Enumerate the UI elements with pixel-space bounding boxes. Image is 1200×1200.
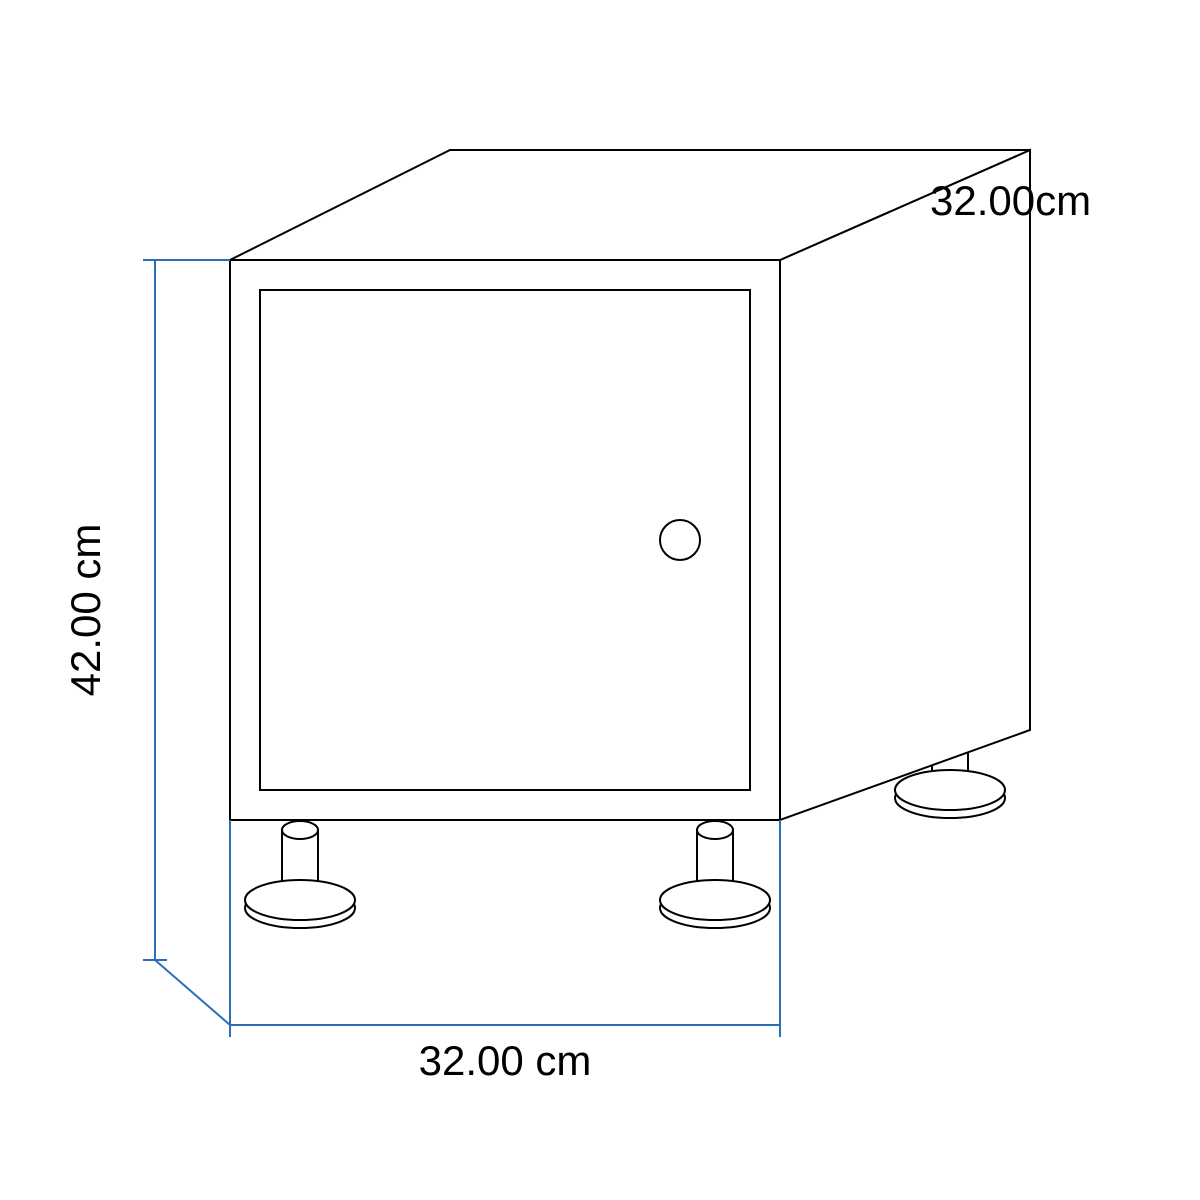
door-knob <box>660 520 700 560</box>
cabinet-foot <box>245 821 355 928</box>
depth-label: 32.00cm <box>930 177 1091 224</box>
cabinet-body <box>230 150 1030 820</box>
height-label: 42.00 cm <box>62 524 109 697</box>
cabinet-foot <box>660 821 770 928</box>
width-label: 32.00 cm <box>419 1037 592 1084</box>
